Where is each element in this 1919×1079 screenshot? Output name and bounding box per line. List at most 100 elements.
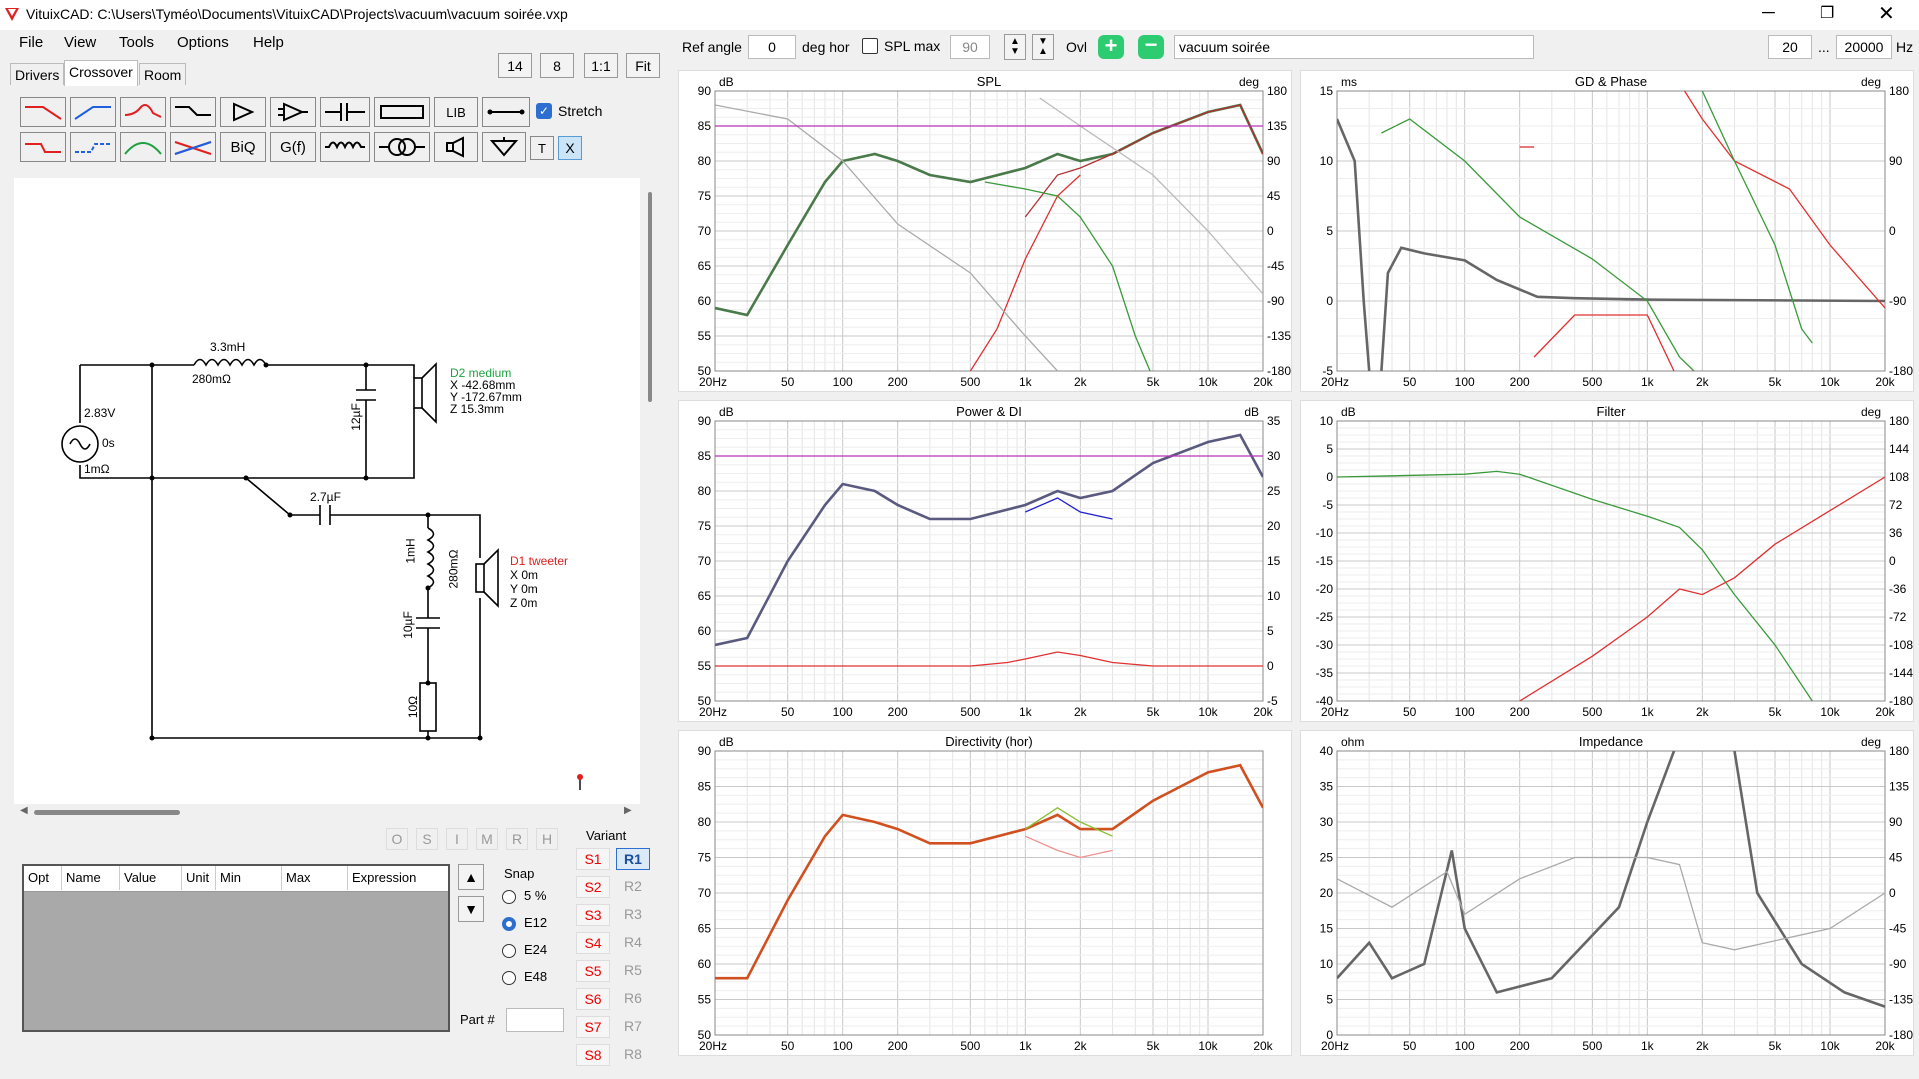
menu-tools[interactable]: Tools [119, 34, 155, 51]
menu-view[interactable]: View [64, 34, 97, 51]
variant-r6[interactable]: R6 [624, 990, 642, 1006]
minimize-button[interactable]: ─ [1762, 2, 1775, 22]
col-name[interactable]: Name [62, 866, 120, 890]
vertical-scrollbar[interactable] [648, 192, 652, 402]
menu-help[interactable]: Help [253, 34, 284, 51]
gf-button[interactable]: G(f) [270, 132, 316, 162]
opt-o-button[interactable]: O [386, 828, 408, 850]
col-min[interactable]: Min [216, 866, 282, 890]
capacitor-pair-button[interactable] [320, 97, 370, 127]
freq-max-input[interactable]: 20000 [1836, 35, 1892, 59]
chart-panel-directivity[interactable]: Directivity (hor) dB 90 85 80 75 70 65 60 55 50 20H… [678, 730, 1292, 1056]
opamp-part-button[interactable] [270, 97, 316, 127]
biquad-button[interactable]: BiQ [220, 132, 266, 162]
library-button[interactable]: LIB [434, 97, 478, 127]
parameter-table[interactable]: Opt Name Value Unit Min Max Expression [22, 864, 450, 1032]
tab-crossover[interactable]: Crossover [64, 60, 138, 86]
highpass-part-button[interactable] [70, 97, 116, 127]
zoom-1to1-button[interactable]: 1:1 [584, 53, 618, 78]
buffer-part-button[interactable] [220, 97, 266, 127]
source-resistance: 1mΩ [84, 462, 110, 476]
col-opt[interactable]: Opt [24, 866, 62, 890]
d2-name[interactable]: D2 medium [450, 366, 512, 380]
variant-r7[interactable]: R7 [624, 1018, 642, 1034]
variant-s5[interactable]: S5 [576, 960, 610, 982]
scroll-left-icon[interactable]: ◀ [20, 805, 28, 816]
variant-s3[interactable]: S3 [576, 904, 610, 926]
variant-s2[interactable]: S2 [576, 876, 610, 898]
chart-panel-impedance[interactable]: Impedance ohm deg 40 35 30 25 20 15 10 5 0 180 135 90 4… [1300, 730, 1914, 1056]
move-down-button[interactable]: ▼ [458, 896, 484, 922]
chart-panel-filter[interactable]: Filter dB deg 10 5 0 -5 -10 -15 -20 -25 -30 -35 -40 18… [1300, 400, 1914, 722]
col-expression[interactable]: Expression [352, 870, 417, 885]
variant-r2[interactable]: R2 [624, 878, 642, 894]
variant-r1[interactable]: R1 [616, 848, 650, 870]
variant-s6[interactable]: S6 [576, 988, 610, 1010]
resistor-part-button[interactable] [374, 97, 430, 127]
horizontal-scrollbar[interactable]: ◀ ▶ [20, 805, 634, 819]
part-number-input[interactable] [506, 1008, 564, 1032]
d1-name[interactable]: D1 tweeter [510, 554, 569, 568]
menu-options[interactable]: Options [177, 34, 229, 51]
inductor-part-button[interactable] [320, 132, 370, 162]
opt-r-button[interactable]: R [506, 828, 528, 850]
zoom-14-button[interactable]: 14 [498, 53, 532, 78]
t-button[interactable]: T [530, 136, 554, 160]
spl-updown-button[interactable]: ▲ ▼ [1004, 34, 1026, 60]
variant-s1[interactable]: S1 [576, 848, 610, 870]
wire-part-button[interactable] [482, 97, 530, 127]
notch-part-button[interactable] [170, 132, 216, 162]
shelf-part-button[interactable] [170, 97, 216, 127]
stretch-checkbox[interactable]: ✓ [536, 103, 552, 119]
chart-panel-power-di[interactable]: Power & DI dB dB 90 85 80 75 70 65 60 55 50 35 30 25 20… [678, 400, 1292, 722]
col-value[interactable]: Value [120, 866, 182, 890]
spl-max-input[interactable]: 90 [950, 35, 990, 59]
opt-s-button[interactable]: S [416, 828, 438, 850]
peak-part-button[interactable] [120, 97, 166, 127]
variant-r4[interactable]: R4 [624, 934, 642, 950]
variant-r8[interactable]: R8 [624, 1046, 642, 1062]
highpass2-part-button[interactable] [70, 132, 116, 162]
y2-axis-unit: dB [1244, 405, 1259, 419]
variant-s4[interactable]: S4 [576, 932, 610, 954]
opt-m-button[interactable]: M [476, 828, 498, 850]
x-tick-label: 100 [1455, 375, 1475, 389]
variant-s7[interactable]: S7 [576, 1016, 610, 1038]
lowpass2-part-button[interactable] [20, 132, 66, 162]
bandpass-part-button[interactable] [120, 132, 166, 162]
tab-room[interactable]: Room [139, 63, 187, 85]
lowpass-part-button[interactable] [20, 97, 66, 127]
transformer-part-button[interactable] [374, 132, 430, 162]
spl-max-checkbox[interactable] [862, 38, 878, 54]
d2-y: Y -172.67mm [450, 390, 522, 404]
close-button[interactable]: ✕ [1878, 3, 1895, 25]
ground-part-button[interactable] [482, 132, 526, 162]
maximize-button[interactable]: ❐ [1820, 5, 1835, 22]
zoom-8-button[interactable]: 8 [540, 53, 574, 78]
menu-file[interactable]: File [19, 34, 44, 51]
scroll-right-icon[interactable]: ▶ [624, 805, 632, 816]
col-max[interactable]: Max [282, 866, 348, 890]
add-overlay-button[interactable]: + [1098, 35, 1124, 59]
freq-min-input[interactable]: 20 [1768, 35, 1812, 59]
col-unit[interactable]: Unit [182, 866, 216, 890]
variant-r5[interactable]: R5 [624, 962, 642, 978]
driver-part-button[interactable] [434, 132, 478, 162]
x-button[interactable]: X [558, 136, 582, 160]
ref-angle-input[interactable]: 0 [748, 35, 796, 59]
opt-i-button[interactable]: I [446, 828, 468, 850]
chart-panel-gd-phase[interactable]: GD & Phase ms deg 15 10 5 0 -5 180 90 0 -90 -180 20Hz… [1300, 70, 1914, 392]
opt-h-button[interactable]: H [536, 828, 558, 850]
variant-s8[interactable]: S8 [576, 1044, 610, 1066]
x-tick-label: 20Hz [1321, 705, 1349, 719]
move-up-button[interactable]: ▲ [458, 864, 484, 890]
scroll-thumb[interactable] [34, 810, 180, 815]
overlay-name-input[interactable]: vacuum soirée [1174, 35, 1534, 59]
fit-button[interactable]: Fit [626, 53, 660, 78]
chart-panel-spl[interactable]: SPL dB deg 90 85 80 75 70 65 60 55 50 180 135 90 45 0 -45… [678, 70, 1292, 392]
remove-overlay-button[interactable]: − [1138, 34, 1164, 59]
spl-fit-button[interactable]: ▼ ▲ [1032, 34, 1054, 60]
schematic-canvas[interactable]: 3.3mH 280mΩ 12µF 2.83V 0s 1mΩ D2 medium … [14, 178, 652, 804]
variant-r3[interactable]: R3 [624, 906, 642, 922]
tab-drivers[interactable]: Drivers [10, 63, 65, 85]
